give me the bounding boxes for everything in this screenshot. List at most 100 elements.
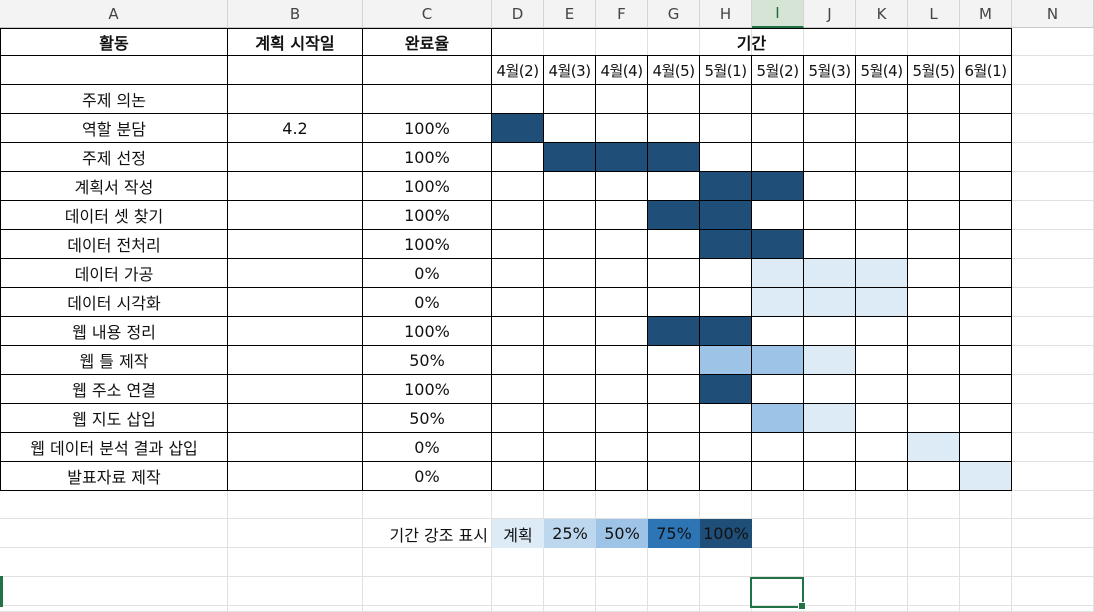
gantt-bar-cell[interactable] — [544, 143, 596, 172]
gantt-cell[interactable] — [544, 201, 596, 230]
gantt-cell[interactable] — [908, 317, 960, 346]
column-header-l[interactable]: L — [908, 0, 960, 28]
gantt-cell[interactable] — [596, 433, 648, 462]
grid-cell[interactable] — [363, 577, 492, 606]
gantt-cell[interactable] — [804, 375, 856, 404]
grid-cell[interactable] — [0, 548, 228, 577]
task-completion[interactable]: 0% — [363, 288, 492, 317]
gantt-cell[interactable] — [544, 85, 596, 114]
gantt-cell[interactable] — [960, 230, 1012, 259]
task-plan-start[interactable]: 4.2 — [228, 114, 363, 143]
gantt-bar-cell[interactable] — [804, 288, 856, 317]
gantt-cell[interactable] — [648, 114, 700, 143]
header-period[interactable]: 기간 — [492, 28, 1012, 56]
gantt-cell[interactable] — [700, 433, 752, 462]
grid-cell[interactable] — [228, 606, 363, 612]
grid-cell[interactable] — [648, 577, 700, 606]
gantt-cell[interactable] — [804, 114, 856, 143]
gantt-cell[interactable] — [596, 259, 648, 288]
grid-cell[interactable] — [804, 577, 856, 606]
grid-cell[interactable] — [363, 606, 492, 612]
grid-cell[interactable] — [752, 548, 804, 577]
gantt-cell[interactable] — [804, 143, 856, 172]
grid-cell[interactable] — [228, 548, 363, 577]
grid-cell[interactable] — [1012, 548, 1094, 577]
gantt-cell[interactable] — [544, 375, 596, 404]
gantt-cell[interactable] — [648, 259, 700, 288]
gantt-cell[interactable] — [596, 346, 648, 375]
gantt-cell[interactable] — [700, 462, 752, 491]
gantt-cell[interactable] — [856, 404, 908, 433]
gantt-cell[interactable] — [544, 433, 596, 462]
gantt-cell[interactable] — [544, 346, 596, 375]
gantt-cell[interactable] — [752, 143, 804, 172]
gantt-cell[interactable] — [596, 201, 648, 230]
grid-cell[interactable] — [1012, 519, 1094, 548]
gantt-cell[interactable] — [700, 259, 752, 288]
gantt-cell[interactable] — [544, 404, 596, 433]
gantt-cell[interactable] — [648, 462, 700, 491]
gantt-cell[interactable] — [648, 85, 700, 114]
grid-cell[interactable] — [1012, 404, 1094, 433]
gantt-cell[interactable] — [544, 172, 596, 201]
grid-cell[interactable] — [228, 519, 363, 548]
grid-cell[interactable] — [648, 606, 700, 612]
gantt-cell[interactable] — [856, 346, 908, 375]
task-name[interactable]: 웹 내용 정리 — [0, 317, 228, 346]
gantt-cell[interactable] — [908, 375, 960, 404]
task-plan-start[interactable] — [228, 259, 363, 288]
gantt-cell[interactable] — [700, 143, 752, 172]
task-plan-start[interactable] — [228, 230, 363, 259]
gantt-bar-cell[interactable] — [596, 143, 648, 172]
grid-cell[interactable] — [544, 577, 596, 606]
gantt-cell[interactable] — [960, 433, 1012, 462]
task-name[interactable]: 데이터 전처리 — [0, 230, 228, 259]
gantt-cell[interactable] — [908, 230, 960, 259]
grid-cell[interactable] — [856, 519, 908, 548]
column-header-b[interactable]: B — [228, 0, 363, 28]
grid-cell[interactable] — [1012, 577, 1094, 606]
task-name[interactable]: 주제 선정 — [0, 143, 228, 172]
gantt-bar-cell[interactable] — [648, 143, 700, 172]
gantt-bar-cell[interactable] — [804, 404, 856, 433]
grid-cell[interactable] — [492, 577, 544, 606]
task-plan-start[interactable] — [228, 346, 363, 375]
task-completion[interactable]: 100% — [363, 143, 492, 172]
task-name[interactable]: 데이터 시각화 — [0, 288, 228, 317]
grid-cell[interactable] — [0, 491, 228, 519]
header-blank[interactable] — [0, 56, 228, 85]
gantt-bar-cell[interactable] — [648, 201, 700, 230]
week-header[interactable]: 5월(2) — [752, 56, 804, 85]
column-header-e[interactable]: E — [544, 0, 596, 28]
gantt-cell[interactable] — [804, 230, 856, 259]
task-plan-start[interactable] — [228, 201, 363, 230]
task-plan-start[interactable] — [228, 375, 363, 404]
header-plan-start[interactable]: 계획 시작일 — [228, 28, 363, 56]
gantt-cell[interactable] — [804, 317, 856, 346]
grid-cell[interactable] — [544, 491, 596, 519]
task-plan-start[interactable] — [228, 85, 363, 114]
column-header-a[interactable]: A — [0, 0, 228, 28]
grid-cell[interactable] — [492, 548, 544, 577]
grid-cell[interactable] — [1012, 172, 1094, 201]
gantt-cell[interactable] — [596, 462, 648, 491]
gantt-cell[interactable] — [492, 433, 544, 462]
grid-cell[interactable] — [648, 491, 700, 519]
grid-cell[interactable] — [363, 548, 492, 577]
gantt-cell[interactable] — [908, 346, 960, 375]
task-name[interactable]: 데이터 셋 찾기 — [0, 201, 228, 230]
grid-cell[interactable] — [804, 606, 856, 612]
gantt-bar-cell[interactable] — [700, 317, 752, 346]
grid-cell[interactable] — [1012, 606, 1094, 612]
gantt-cell[interactable] — [596, 375, 648, 404]
gantt-cell[interactable] — [596, 317, 648, 346]
task-name[interactable]: 역할 분담 — [0, 114, 228, 143]
grid-cell[interactable] — [1012, 259, 1094, 288]
gantt-cell[interactable] — [752, 317, 804, 346]
gantt-cell[interactable] — [856, 317, 908, 346]
grid-cell[interactable] — [804, 491, 856, 519]
gantt-cell[interactable] — [908, 404, 960, 433]
grid-cell[interactable] — [752, 491, 804, 519]
week-header[interactable]: 5월(4) — [856, 56, 908, 85]
gantt-cell[interactable] — [804, 85, 856, 114]
